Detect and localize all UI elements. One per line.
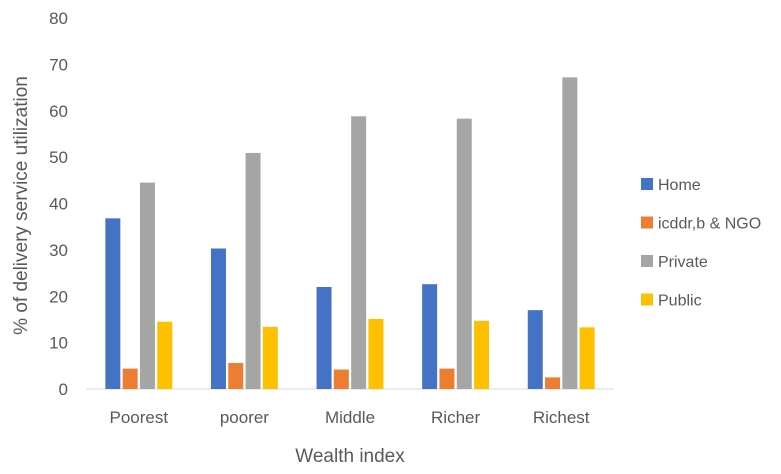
- y-tick-label: 80: [49, 9, 68, 28]
- legend-label: Private: [658, 254, 708, 271]
- x-tick-label: Middle: [325, 408, 375, 427]
- bar-public-richer: [474, 320, 490, 389]
- bar-private-richer: [456, 118, 472, 389]
- bar-home-middle: [316, 286, 332, 389]
- y-tick-label: 70: [49, 55, 68, 74]
- x-tick-label: Richer: [431, 408, 480, 427]
- bar-home-richer: [422, 284, 438, 389]
- y-tick-label: 40: [49, 195, 68, 214]
- bar-home-richest: [527, 310, 543, 389]
- x-tick-label: poorer: [220, 408, 269, 427]
- bar-series-group: [105, 77, 595, 390]
- bar-home-poorest: [105, 218, 121, 389]
- bar-public-richest: [579, 327, 595, 389]
- bar-icddr-b-ngo-poorest: [122, 368, 138, 389]
- legend-swatch: [641, 293, 653, 306]
- x-axis-title: Wealth index: [295, 446, 405, 467]
- legend-swatch: [641, 178, 653, 190]
- legend: Home icddr,b & NGO Private Public: [641, 177, 761, 310]
- x-axis-ticks: Poorest poorer Middle Richer Richest: [110, 408, 590, 427]
- bar-home-poorer: [210, 248, 226, 389]
- bar-private-poorest: [139, 182, 155, 389]
- bar-private-richest: [562, 77, 578, 390]
- y-axis-ticks: 0 10 20 30 40 50 60 70 80: [49, 9, 68, 399]
- bar-icddr-b-ngo-richest: [545, 377, 561, 389]
- y-tick-label: 20: [49, 287, 68, 306]
- y-axis-title: % of delivery service utilization: [11, 76, 32, 335]
- bar-public-poorest: [157, 321, 173, 389]
- bar-icddr-b-ngo-middle: [333, 369, 349, 389]
- legend-swatch: [641, 216, 653, 229]
- legend-swatch: [641, 255, 653, 267]
- legend-label: Public: [658, 293, 702, 310]
- x-tick-label: Richest: [533, 408, 590, 427]
- y-tick-label: 30: [49, 241, 68, 260]
- bar-public-middle: [368, 318, 384, 389]
- y-tick-label: 60: [49, 102, 68, 121]
- bar-icddr-b-ngo-richer: [439, 368, 455, 389]
- y-tick-label: 50: [49, 148, 68, 167]
- bar-private-middle: [351, 116, 367, 389]
- y-tick-label: 0: [59, 380, 68, 399]
- bar-icddr-b-ngo-poorer: [228, 363, 244, 389]
- y-tick-label: 10: [49, 334, 68, 353]
- x-tick-label: Poorest: [110, 408, 169, 427]
- bar-public-poorer: [262, 326, 278, 389]
- legend-label: Home: [658, 177, 701, 194]
- bar-private-poorer: [245, 152, 261, 389]
- legend-label: icddr,b & NGO: [658, 216, 761, 233]
